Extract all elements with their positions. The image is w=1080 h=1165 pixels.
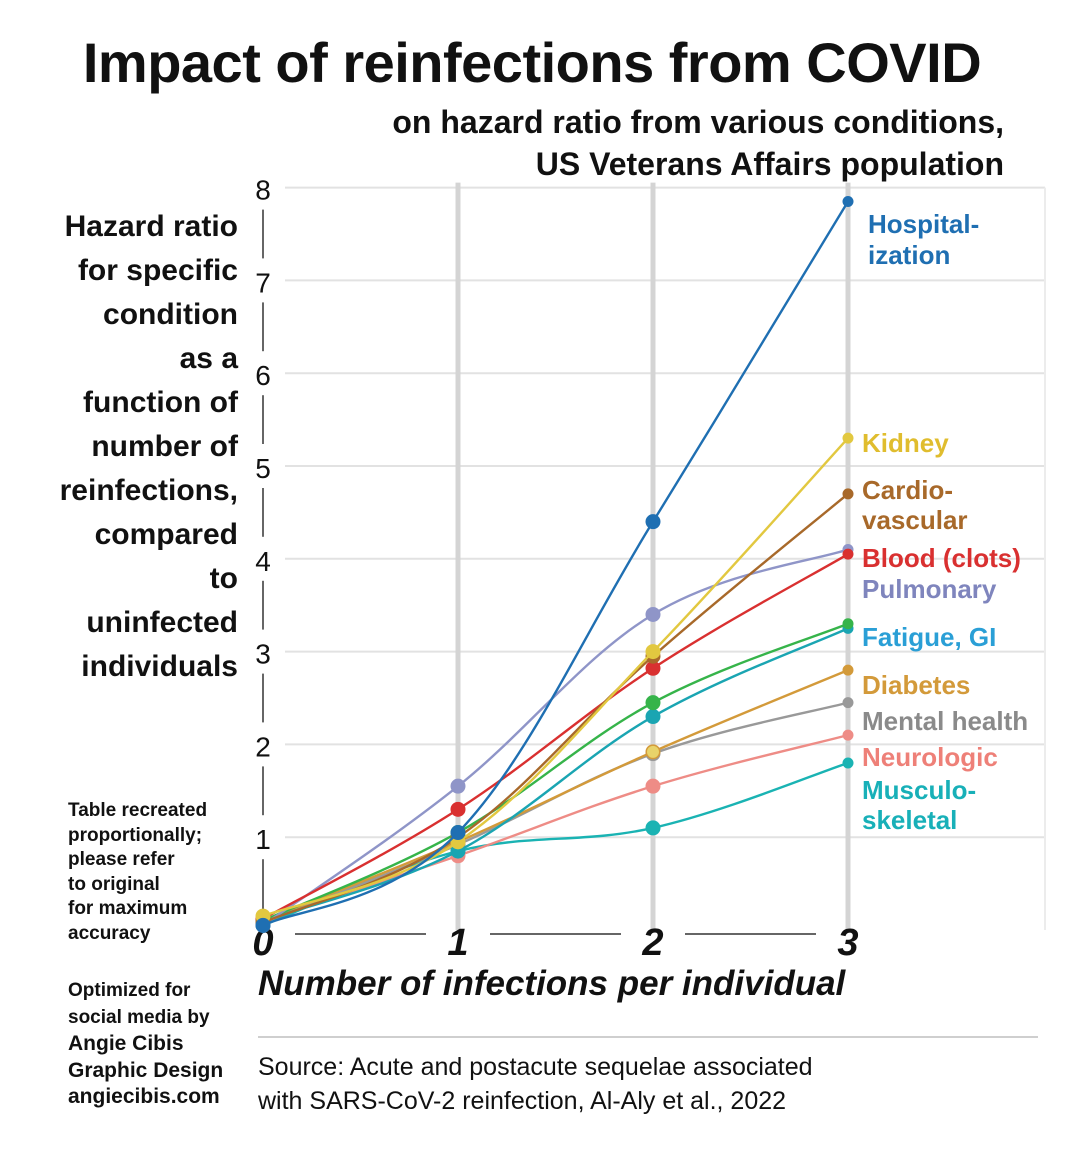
series-label-line: ization: [868, 240, 951, 270]
y-tick-label: 6: [255, 360, 271, 391]
series-label-line: vascular: [862, 505, 968, 535]
series-label: Kidney: [862, 428, 949, 458]
note-line: for maximum: [68, 898, 188, 919]
series-label: Neurologic: [862, 742, 998, 772]
series-label-line: Musculo-: [862, 775, 977, 805]
data-point: [450, 825, 466, 841]
data-point: [842, 488, 854, 500]
y-axis-label-line: to: [209, 562, 238, 595]
chart-subtitle-line-1: on hazard ratio from various conditions,: [392, 104, 1004, 140]
data-point: [450, 778, 466, 794]
note-line: proportionally;: [68, 824, 203, 846]
data-point: [645, 644, 661, 660]
source-line-2: with SARS-CoV-2 reinfection, Al-Aly et a…: [258, 1087, 787, 1115]
y-tick-label: 5: [255, 453, 271, 484]
divider: [258, 1036, 1038, 1038]
y-tick-label: 2: [255, 731, 271, 762]
y-axis-label-line: condition: [103, 298, 238, 331]
series-label-line: Pulmonary: [862, 574, 997, 604]
data-point: [450, 801, 466, 817]
data-point: [645, 778, 661, 794]
series-label: Mental health: [862, 706, 1028, 736]
y-axis-label-line: uninfected: [86, 606, 238, 639]
y-axis-label-line: function of: [83, 386, 238, 419]
y-axis-label-line: number of: [91, 430, 238, 463]
x-tick-label: 2: [641, 922, 663, 964]
series-line: [262, 548, 849, 927]
y-tick-label: 3: [255, 639, 271, 670]
credit-line: social media by: [68, 1006, 210, 1028]
note-line: to original: [68, 873, 160, 895]
credit-line: angiecibis.com: [68, 1085, 220, 1108]
data-point: [842, 697, 854, 709]
y-axis-label-line: for specific: [77, 254, 238, 287]
data-point: [255, 917, 271, 933]
series-label-line: Mental health: [862, 706, 1029, 736]
data-point: [842, 757, 854, 769]
y-axis-label-line: compared: [94, 518, 238, 551]
y-tick-label: 1: [255, 824, 271, 855]
series-label-line: Kidney: [862, 428, 949, 458]
series-label-line: Neurologic: [862, 742, 998, 772]
chart-subtitle-line-2: US Veterans Affairs population: [535, 146, 1004, 182]
series-label-line: Hospital-: [868, 209, 980, 239]
data-point: [645, 606, 661, 622]
data-point: [645, 695, 661, 711]
note-line: accuracy: [68, 922, 151, 944]
series-line: [262, 437, 849, 918]
y-axis-label-line: individuals: [81, 650, 238, 683]
series-label: Blood (clots): [862, 543, 1021, 573]
series-label: Musculo-skeletal: [862, 775, 976, 835]
data-point: [842, 664, 854, 676]
series-label-line: Blood (clots): [862, 543, 1021, 573]
x-axis-label: Number of infections per individual: [258, 964, 846, 1003]
y-tick-label: 7: [255, 267, 271, 298]
series-line: [262, 553, 849, 920]
x-tick-label: 3: [837, 922, 858, 964]
data-point: [842, 548, 854, 560]
credit-line: Optimized for: [68, 980, 191, 1001]
series-label: Hospital-ization: [868, 209, 979, 271]
x-tick-label: 1: [447, 922, 468, 964]
series-label-line: Cardio-: [862, 475, 953, 505]
y-tick-label: 8: [255, 175, 271, 206]
data-point: [645, 820, 661, 836]
note-line: please refer: [68, 849, 175, 870]
data-point: [645, 660, 661, 676]
y-axis-label-line: as a: [179, 342, 238, 375]
credit-line: Angie Cibis: [68, 1032, 184, 1055]
x-tick-label: 0: [252, 922, 273, 964]
series-line: [262, 627, 849, 922]
series-label-line: Diabetes: [862, 670, 971, 700]
source-citation: Source: Acute and postacute sequelae ass…: [258, 1050, 813, 1118]
y-axis-label-line: Hazard ratio: [64, 210, 238, 243]
note-line: Table recreated: [68, 800, 208, 821]
y-tick-label: 4: [255, 546, 271, 577]
y-axis-label-line: reinfections,: [59, 474, 238, 507]
data-point: [645, 709, 661, 725]
series-label: Diabetes: [862, 670, 970, 700]
series-line: [262, 200, 850, 927]
data-point: [842, 729, 854, 741]
series-label-line: skeletal: [862, 805, 958, 835]
data-point: [842, 196, 854, 208]
series-label-line: Fatigue, GI: [862, 622, 997, 652]
credit-line: Graphic Design: [68, 1058, 224, 1082]
series-label: Cardio-vascular: [862, 475, 968, 535]
data-point: [842, 432, 854, 444]
series-line: [262, 761, 849, 927]
data-point: [842, 618, 854, 630]
data-point: [645, 514, 661, 530]
series-line: [262, 669, 849, 922]
series-label: Fatigue, GI: [862, 622, 996, 652]
source-line-1: Source: Acute and postacute sequelae ass…: [258, 1053, 813, 1081]
series-line: [262, 622, 849, 922]
series-label: Pulmonary: [862, 574, 996, 604]
data-point: [647, 745, 659, 758]
chart-title: Impact of reinfections from COVID: [82, 31, 982, 94]
